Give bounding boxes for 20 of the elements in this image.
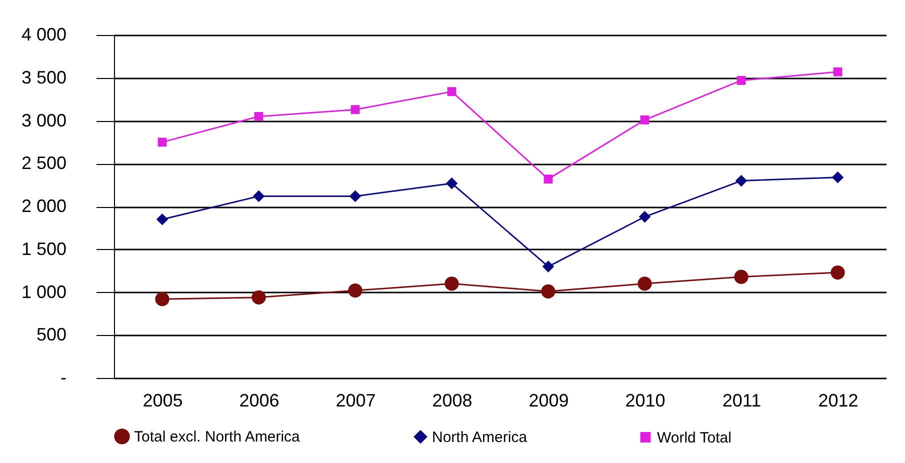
y-tick-label: 3 500: [21, 67, 66, 88]
x-tick-label: 2010: [625, 390, 666, 410]
y-tick-label: 2 000: [21, 196, 66, 216]
y-tick-label: 500: [36, 324, 66, 345]
y-tick-label: 1 000: [21, 282, 66, 302]
y-tick-label: 4 000: [21, 24, 66, 44]
x-tick-label: 2008: [432, 390, 472, 410]
x-tick-label: 2006: [239, 390, 280, 410]
x-tick-label: 2011: [722, 390, 762, 410]
y-tick-label: 1 500: [21, 238, 66, 259]
y-tick-label: 3 000: [21, 110, 66, 130]
y-tick-label: -: [60, 368, 66, 388]
legend-label: Total excl. North America: [134, 428, 301, 446]
legend-label: North America: [432, 428, 528, 446]
legend-label: World Total: [657, 429, 732, 446]
x-tick-label: 2012: [818, 390, 858, 410]
x-tick-label: 2007: [336, 390, 376, 410]
y-tick-label: 2 500: [21, 153, 66, 174]
x-tick-label: 2005: [142, 390, 183, 410]
x-tick-label: 2009: [528, 390, 569, 410]
